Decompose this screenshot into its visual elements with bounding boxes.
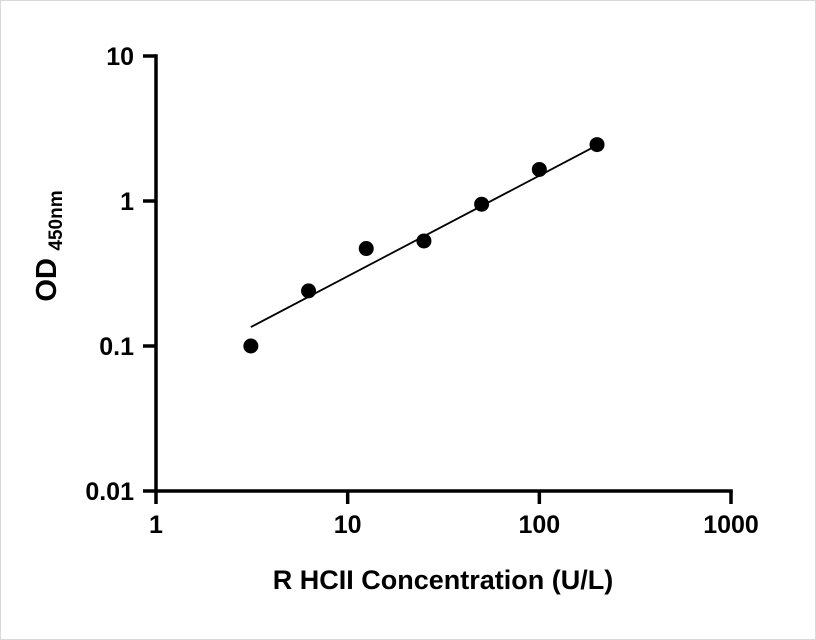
data-point (416, 233, 432, 249)
data-point (301, 283, 317, 299)
x-tick-label: 1000 (703, 511, 759, 539)
data-points (243, 137, 605, 354)
data-point (531, 161, 547, 177)
y-axis-title-text: OD (31, 258, 63, 302)
y-tick-label: 1 (120, 188, 134, 216)
data-point (358, 241, 374, 257)
data-point (243, 338, 259, 354)
y-tick-label: 0.01 (85, 478, 134, 506)
x-axis-title: R HCII Concentration (U/L) (273, 565, 613, 595)
axis-ticks (143, 54, 733, 504)
data-point (589, 137, 605, 153)
y-axis-title-subscript: 450nm (46, 190, 67, 250)
x-tick-label: 1 (149, 511, 163, 539)
y-axis-title: OD 450nm (31, 190, 67, 301)
axes (154, 54, 733, 493)
x-tick-label: 10 (334, 511, 362, 539)
x-axis-title-text: R HCII Concentration (U/L) (273, 565, 613, 595)
y-tick-label: 0.1 (99, 333, 134, 361)
data-point (474, 196, 490, 212)
x-tick-label: 100 (518, 511, 560, 539)
y-tick-label: 10 (106, 43, 134, 71)
tick-labels: 1 10 100 1000 0.01 0.1 1 10 (85, 43, 758, 539)
axis-spine (154, 54, 733, 493)
